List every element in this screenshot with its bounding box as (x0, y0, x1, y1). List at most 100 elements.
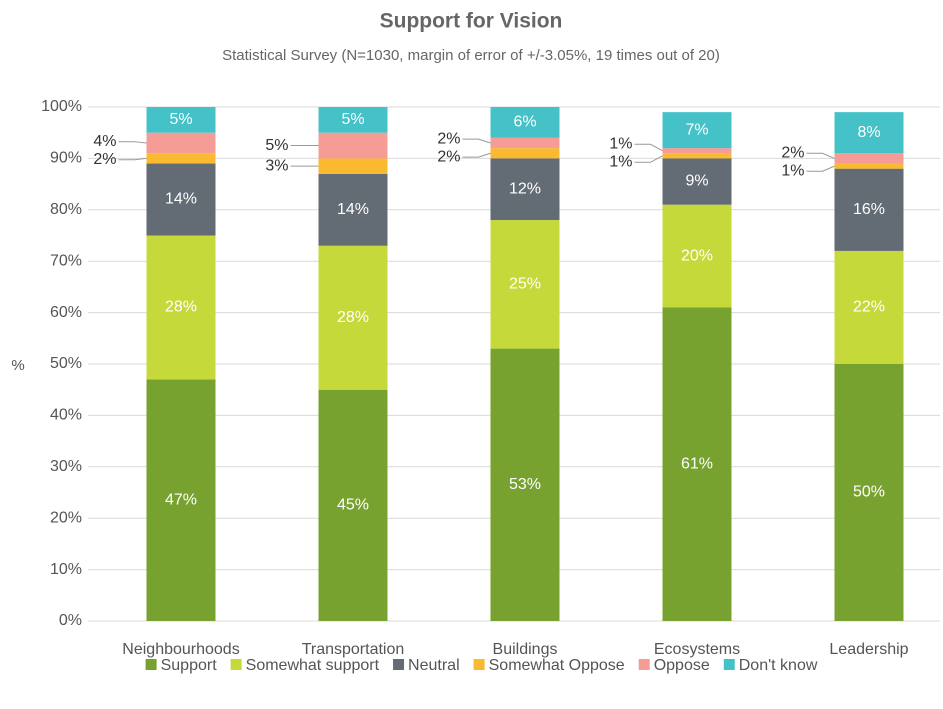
data-label: 5% (341, 111, 364, 128)
y-tick-label: 50% (50, 355, 82, 372)
leader-line (806, 165, 835, 172)
data-label: 50% (853, 484, 885, 501)
leader-line (462, 138, 491, 144)
legend-label: Somewhat Oppose (489, 657, 625, 674)
legend-swatch (638, 659, 650, 670)
x-tick-label: Ecosystems (654, 641, 740, 658)
data-label: 9% (685, 173, 708, 190)
bar-segment (490, 158, 560, 221)
y-tick-label: 20% (50, 509, 82, 526)
data-label: 16% (853, 201, 885, 218)
bar-segment (662, 148, 732, 154)
bar-segment (662, 112, 732, 149)
bar-segment (318, 173, 388, 246)
x-tick-label: Leadership (829, 641, 908, 658)
data-label: 1% (609, 153, 632, 170)
y-tick-label: 80% (50, 201, 82, 218)
data-label: 2% (93, 151, 116, 168)
data-label: 14% (337, 201, 369, 218)
bar-segment (146, 163, 216, 236)
legend-swatch (230, 659, 242, 670)
bar-segment (490, 348, 560, 621)
data-label: 4% (93, 133, 116, 150)
data-label: 7% (685, 121, 708, 138)
bar-segment (662, 204, 732, 308)
legend-label: Oppose (654, 657, 710, 674)
data-label: 5% (265, 137, 288, 154)
leader-line (118, 141, 147, 144)
leader-line (118, 157, 147, 161)
leader-line (634, 155, 663, 163)
legend: Support Somewhat support Neutral Somewhat O… (145, 657, 818, 674)
data-label: 1% (781, 162, 804, 179)
data-label: 45% (337, 497, 369, 514)
data-label: 61% (681, 455, 713, 472)
y-tick-label: 60% (50, 304, 82, 321)
legend-label: Somewhat support (246, 657, 380, 674)
bar-segment (834, 112, 904, 154)
legend-swatch (393, 659, 405, 670)
y-tick-label: 40% (50, 407, 82, 424)
bar-segment (146, 153, 216, 164)
y-tick-label: 100% (41, 98, 82, 115)
bar-segment (662, 307, 732, 621)
data-label: 14% (165, 191, 197, 208)
legend-swatch (145, 659, 157, 670)
leader-line (634, 143, 663, 152)
chart-title: Support for Vision (380, 10, 563, 33)
legend-label: Don't know (739, 657, 818, 674)
y-tick-label: 90% (50, 150, 82, 167)
data-label: 53% (509, 476, 541, 493)
x-tick-label: Buildings (493, 641, 558, 658)
bar-segment (834, 364, 904, 621)
data-label: 22% (853, 299, 885, 316)
bar-segment (318, 158, 388, 174)
bar-segment (490, 220, 560, 349)
y-tick-label: 10% (50, 561, 82, 578)
bar-segment (834, 250, 904, 364)
x-tick-label: Transportation (302, 641, 405, 658)
bar-segment (490, 148, 560, 159)
legend-swatch (723, 659, 735, 670)
bar-segment (146, 107, 216, 133)
data-label: 47% (165, 491, 197, 508)
bar-segment (834, 168, 904, 251)
chart-subtitle: Statistical Survey (N=1030, margin of er… (222, 47, 720, 64)
data-label: 28% (165, 299, 197, 316)
bar-segment (146, 379, 216, 621)
legend-swatch (473, 659, 485, 670)
data-label: 2% (437, 148, 460, 165)
data-label: 3% (265, 157, 288, 174)
bar-segment (146, 132, 216, 154)
data-label: 28% (337, 309, 369, 326)
bar-segment (662, 153, 732, 159)
legend-label: Support (161, 657, 218, 674)
bar-segment (318, 389, 388, 621)
x-tick-label: Neighbourhoods (122, 641, 239, 658)
y-tick-label: 0% (59, 612, 82, 629)
bar-segment (318, 132, 388, 159)
bar-segment (834, 153, 904, 164)
data-label: 2% (437, 130, 460, 147)
data-label: 25% (509, 276, 541, 293)
leader-line (806, 152, 835, 159)
y-axis-label: % (11, 357, 24, 374)
legend-label: Neutral (408, 657, 460, 674)
data-label: 2% (781, 144, 804, 161)
bar-segment (490, 137, 560, 149)
leader-line (462, 152, 491, 158)
bar-segment (834, 163, 904, 169)
bar-segment (662, 158, 732, 205)
data-label: 20% (681, 247, 713, 264)
data-label: 1% (609, 135, 632, 152)
bar-segment (318, 107, 388, 133)
data-label: 12% (509, 180, 541, 197)
data-label: 6% (513, 114, 536, 131)
data-label: 8% (857, 124, 880, 141)
bar-segment (490, 107, 560, 138)
bar-segment (146, 235, 216, 380)
y-tick-label: 70% (50, 252, 82, 269)
data-label: 5% (169, 111, 192, 128)
bar-segment (318, 245, 388, 390)
